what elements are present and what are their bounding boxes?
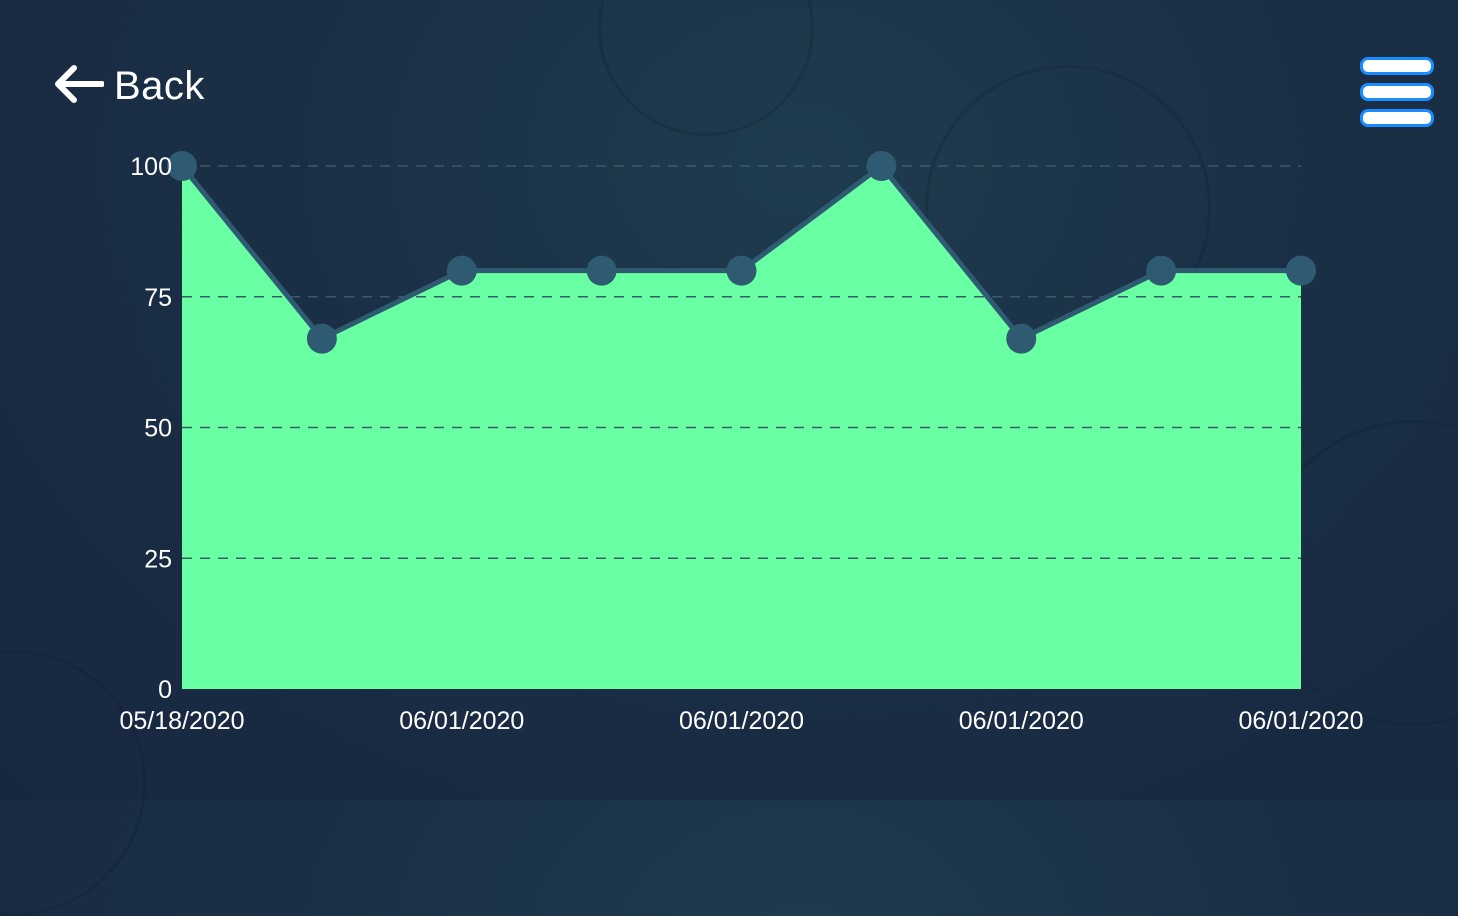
area-chart: 0 25 50 75 100 05/18/2020 06/01/2020 06/01/2020… [119, 151, 1363, 735]
data-point [446, 255, 477, 286]
x-tick-label: 06/01/2020 [959, 707, 1084, 735]
x-tick-label: 06/01/2020 [1238, 707, 1363, 735]
back-label: Back [114, 63, 205, 108]
y-tick-label: 0 [158, 676, 172, 704]
arrow-left-icon [52, 64, 105, 109]
data-point [1286, 255, 1316, 286]
data-point [1146, 255, 1177, 286]
hamburger-menu-icon[interactable] [1360, 57, 1434, 129]
y-tick-label: 100 [130, 153, 172, 181]
y-tick-label: 25 [144, 545, 172, 573]
y-tick-label: 75 [144, 284, 172, 312]
menu-bar [1360, 57, 1434, 75]
x-tick-label: 06/01/2020 [679, 707, 804, 735]
y-tick-label: 50 [144, 415, 172, 443]
x-tick-label: 05/18/2020 [119, 707, 244, 735]
data-point [1006, 323, 1037, 354]
data-point [167, 151, 197, 181]
data-point [866, 151, 897, 181]
back-button[interactable]: Back [52, 60, 205, 112]
data-point [586, 255, 617, 286]
x-tick-label: 06/01/2020 [399, 707, 524, 735]
data-point [726, 255, 757, 286]
menu-bar [1360, 109, 1434, 127]
menu-bar [1360, 83, 1434, 101]
data-point [306, 323, 337, 354]
